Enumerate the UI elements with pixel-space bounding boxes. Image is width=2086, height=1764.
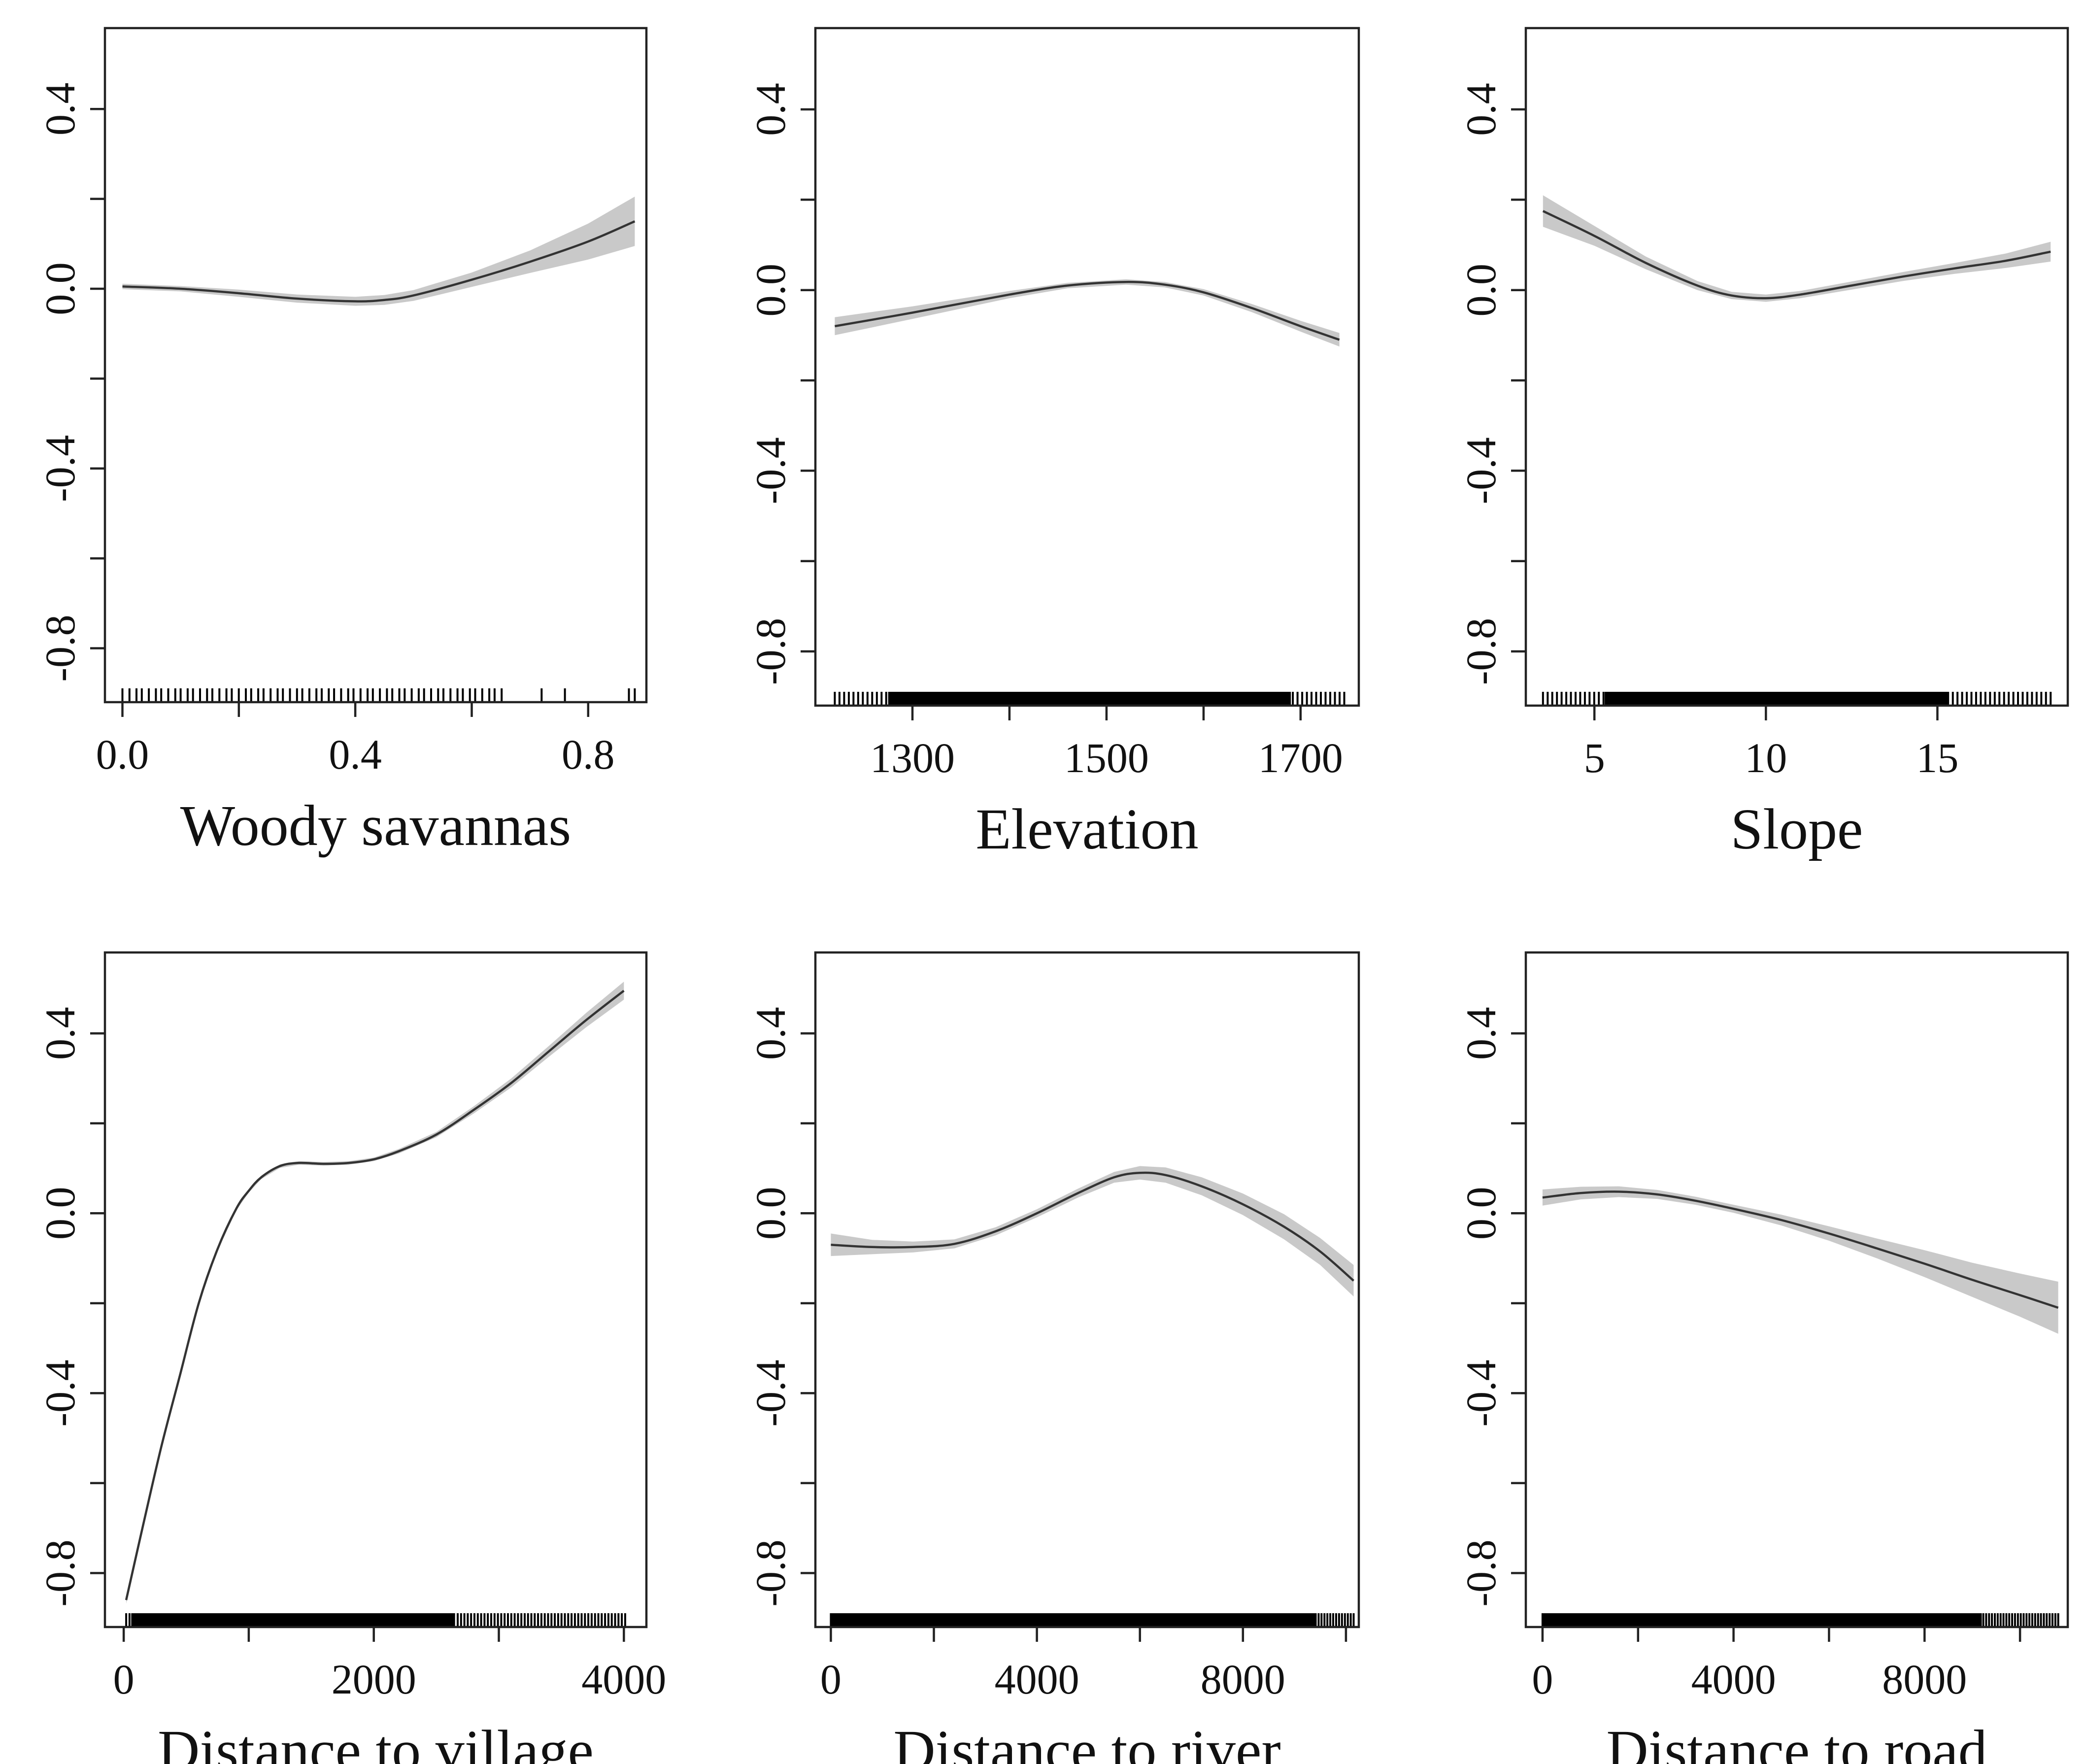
x-tick-label: 0.4: [329, 731, 382, 778]
y-tick-label: 0.4: [36, 1007, 84, 1060]
plot-frame: [1524, 951, 2069, 1628]
y-tick-label: -0.8: [1457, 1539, 1505, 1606]
rug-dense-block: [888, 692, 1291, 705]
y-tick-label: 0.4: [1457, 83, 1505, 136]
x-tick-label: 1300: [870, 734, 955, 781]
x-tick-label: 5: [1584, 734, 1605, 781]
partial-dependence-curve: [125, 989, 625, 1600]
panel-distance-to-road: -0.8 -0.4 0.0 0.4 0 4000 8000 Distance to road: [1457, 951, 2069, 1764]
rug-marks: [1542, 692, 2052, 705]
y-tick-label: -0.4: [36, 1359, 84, 1426]
partial-dependence-curve: [1542, 210, 2051, 300]
x-axis-title: Elevation: [976, 797, 1198, 861]
y-tick-label: 0.0: [747, 1187, 794, 1240]
x-tick-label: 4000: [995, 1656, 1079, 1703]
rug-marks: [121, 688, 636, 701]
confidence-band: [1542, 1186, 2058, 1334]
panel-distance-to-village: -0.8 -0.4 0.0 0.4 0 2000 4000 Distance to villa…: [36, 951, 666, 1764]
panel-slope: -0.8 -0.4 0.0 0.4 5 10 15 Slope: [1457, 27, 2069, 861]
x-axis-title: Slope: [1731, 797, 1863, 861]
x-tick-label: 0: [820, 1656, 841, 1703]
y-tick-label: 0.0: [1457, 264, 1505, 317]
y-tick-label: 0.0: [747, 264, 794, 317]
x-tick-label: 0: [1532, 1656, 1553, 1703]
rug-marks: [834, 692, 1346, 705]
rug-dense-block: [1542, 1613, 1982, 1626]
y-tick-label: 0.4: [747, 1007, 794, 1060]
y-tick-label: 0.4: [36, 82, 84, 136]
x-tick-label: 0.0: [96, 731, 149, 778]
rug-dense-block: [131, 1613, 455, 1626]
panel-woody-savannas: -0.8 -0.4 0.0 0.4 0.0 0.4 0.8 Woody savannas: [36, 27, 648, 858]
partial-dependence-curve: [831, 1171, 1354, 1282]
rug-marks: [830, 1613, 1355, 1626]
confidence-band: [122, 197, 635, 306]
y-tick-label: -0.8: [1457, 618, 1505, 685]
panel-distance-to-river: -0.8 -0.4 0.0 0.4 0 4000 8000 Distance to river: [747, 951, 1360, 1764]
y-tick-label: -0.8: [36, 1539, 84, 1606]
x-tick-label: 2000: [332, 1656, 416, 1703]
x-axis-title: Distance to village: [158, 1718, 594, 1764]
x-tick-label: 0.8: [562, 731, 615, 778]
x-axis-title: Distance to road: [1606, 1718, 1987, 1764]
y-tick-label: -0.8: [747, 618, 794, 685]
rug-marks: [1541, 1613, 2059, 1626]
panel-elevation: -0.8 -0.4 0.0 0.4 1300 1500 1700 Elevation: [747, 27, 1360, 861]
x-tick-label: 1700: [1258, 734, 1343, 781]
y-tick-label: 0.4: [747, 83, 794, 136]
partial-dependence-curve: [1542, 1190, 2059, 1309]
plot-frame: [814, 27, 1360, 707]
partial-dependence-curve: [122, 220, 636, 303]
y-tick-label: 0.4: [1457, 1007, 1505, 1060]
y-tick-label: 0.0: [1457, 1187, 1505, 1240]
plot-frame: [103, 951, 648, 1628]
x-tick-label: 4000: [1691, 1656, 1776, 1703]
x-tick-label: 0: [113, 1656, 135, 1703]
rug-marks: [125, 1613, 626, 1626]
y-tick-label: -0.4: [1457, 437, 1505, 504]
y-tick-label: -0.4: [1457, 1359, 1505, 1426]
x-tick-label: 8000: [1882, 1656, 1967, 1703]
x-tick-label: 8000: [1201, 1656, 1285, 1703]
y-tick-label: -0.4: [747, 1359, 794, 1426]
y-tick-label: 0.0: [36, 262, 84, 315]
y-tick-label: -0.8: [36, 615, 84, 682]
x-tick-label: 4000: [581, 1656, 666, 1703]
x-axis-title: Woody savannas: [180, 793, 571, 858]
x-tick-label: 10: [1745, 734, 1787, 781]
y-tick-label: 0.0: [36, 1187, 84, 1240]
x-tick-label: 15: [1916, 734, 1958, 781]
y-tick-label: -0.4: [36, 435, 84, 502]
rug-dense-block: [831, 1613, 1315, 1626]
partial-dependence-curve: [835, 280, 1340, 341]
plot-frame: [103, 27, 648, 704]
y-tick-label: -0.4: [747, 437, 794, 504]
y-tick-label: -0.8: [747, 1539, 794, 1606]
plot-frame: [1524, 27, 2069, 707]
plot-frame: [814, 951, 1360, 1628]
confidence-band: [831, 1166, 1354, 1297]
rug-dense-block: [1605, 692, 1948, 705]
x-tick-label: 1500: [1064, 734, 1149, 781]
x-axis-title: Distance to river: [893, 1718, 1280, 1764]
